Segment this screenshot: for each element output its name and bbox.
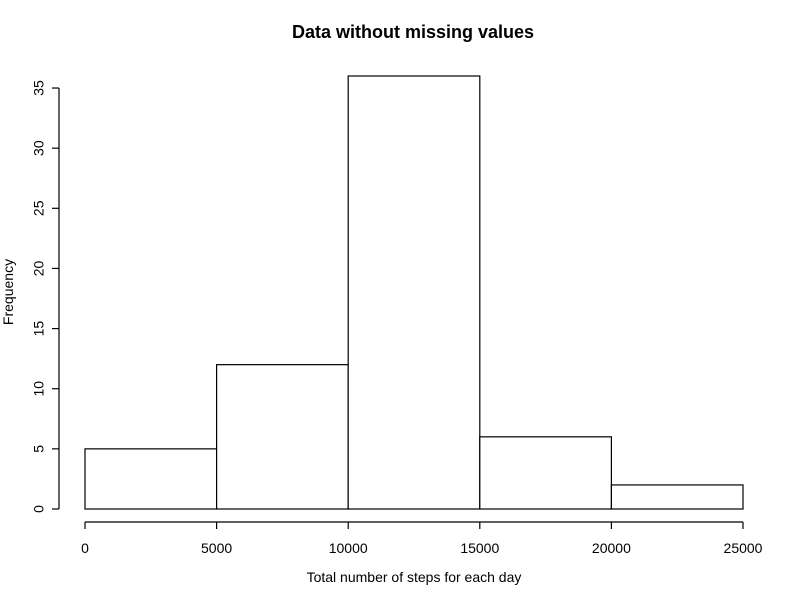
x-tick-label: 25000 bbox=[724, 540, 763, 556]
y-tick-label: 15 bbox=[31, 321, 47, 337]
histogram-bar bbox=[347, 75, 481, 510]
histogram-bar bbox=[479, 436, 612, 510]
x-axis: 0 5000 10000 15000 20000 25000 bbox=[81, 521, 763, 556]
x-tick-label: 10000 bbox=[329, 540, 368, 556]
x-tick-label: 20000 bbox=[592, 540, 631, 556]
histogram-bar bbox=[610, 484, 744, 510]
y-axis: 0 5 10 15 20 25 30 35 bbox=[31, 80, 60, 513]
histogram-bar bbox=[216, 364, 349, 510]
histogram-bar bbox=[84, 448, 218, 510]
bars-group bbox=[84, 75, 744, 510]
x-tick-label: 5000 bbox=[201, 540, 232, 556]
y-tick-label: 25 bbox=[31, 200, 47, 216]
y-tick-label: 20 bbox=[31, 260, 47, 276]
y-tick-label: 30 bbox=[31, 140, 47, 156]
y-axis-label: Frequency bbox=[0, 259, 16, 325]
chart-title: Data without missing values bbox=[292, 22, 534, 42]
x-tick-label: 15000 bbox=[460, 540, 499, 556]
y-tick-label: 0 bbox=[31, 505, 47, 513]
x-axis-label: Total number of steps for each day bbox=[307, 569, 522, 585]
y-tick-label: 5 bbox=[31, 445, 47, 453]
x-tick-label: 0 bbox=[81, 540, 89, 556]
y-tick-label: 10 bbox=[31, 381, 47, 397]
y-tick-label: 35 bbox=[31, 80, 47, 96]
